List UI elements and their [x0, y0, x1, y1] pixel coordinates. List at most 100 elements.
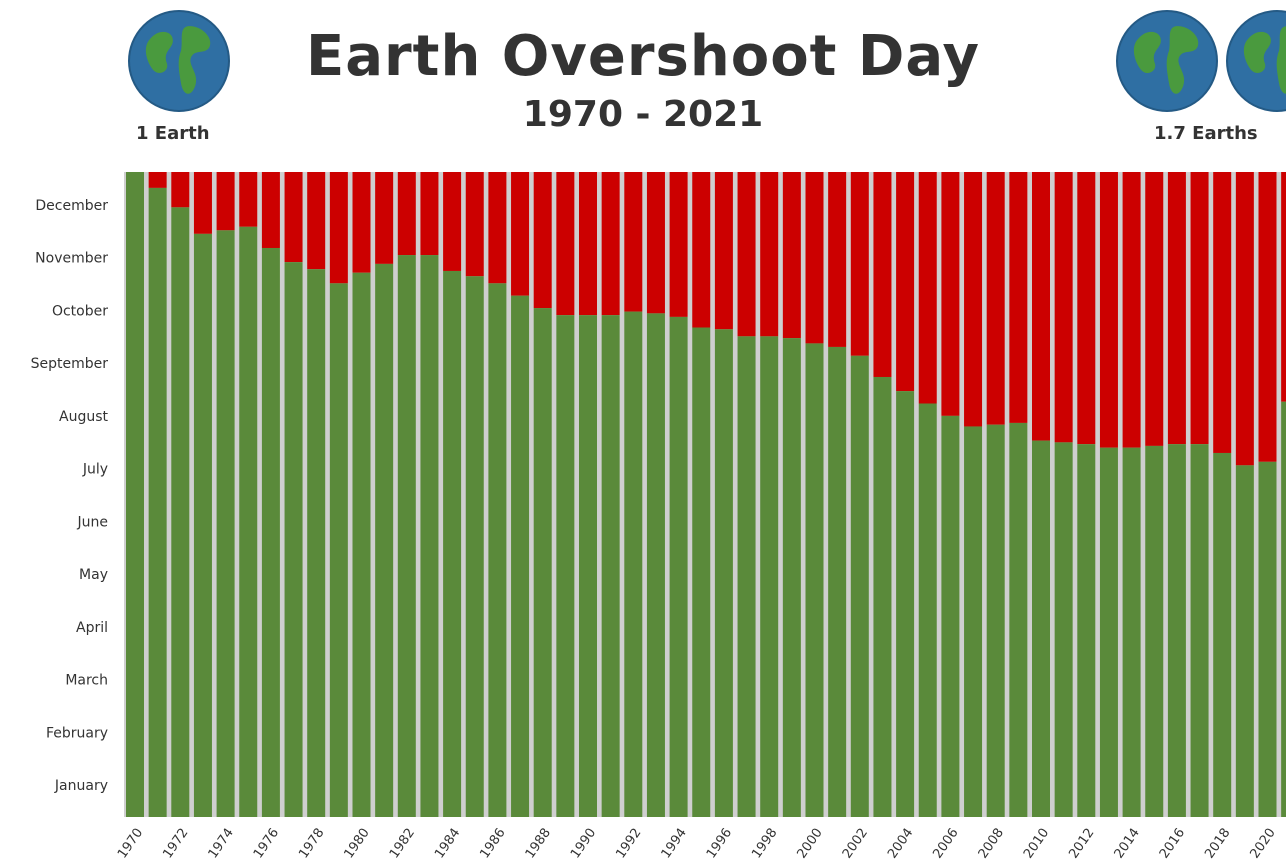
- x-tick-label-2012: 2012: [1066, 826, 1097, 862]
- bar-1987: [511, 295, 530, 818]
- y-tick-label-february: February: [46, 725, 108, 741]
- bar-deficit-1993: [646, 172, 665, 314]
- one-earth-label: 1 Earth: [136, 123, 210, 144]
- y-tick-label-december: December: [35, 198, 108, 214]
- bar-1989: [556, 315, 575, 817]
- bar-1982: [397, 255, 416, 817]
- bar-deficit-2017: [1190, 172, 1209, 445]
- x-tick-label-1994: 1994: [659, 826, 690, 862]
- bar-deficit-2014: [1122, 172, 1141, 448]
- x-tick-label-1970: 1970: [115, 826, 146, 862]
- bar-2000: [805, 343, 824, 817]
- bar-deficit-1982: [397, 172, 416, 256]
- bar-2018: [1213, 452, 1232, 817]
- bar-1991: [601, 315, 620, 817]
- y-tick-label-march: March: [65, 673, 108, 689]
- bar-deficit-1990: [579, 172, 597, 316]
- x-tick-label-1982: 1982: [387, 826, 418, 862]
- bar-2010: [1032, 440, 1050, 817]
- y-tick-label-january: January: [54, 778, 108, 794]
- bar-deficit-2019: [1235, 172, 1254, 466]
- bar-1992: [624, 311, 643, 817]
- bar-deficit-1996: [714, 172, 733, 330]
- bar-1985: [465, 276, 484, 818]
- x-tick-label-1996: 1996: [704, 826, 735, 862]
- bar-2020: [1258, 461, 1277, 817]
- bar-deficit-1999: [782, 172, 801, 339]
- x-tick-label-2014: 2014: [1112, 826, 1143, 862]
- chart-title: Earth Overshoot Day: [306, 24, 980, 89]
- bar-deficit-2007: [964, 172, 983, 427]
- bar-deficit-2012: [1077, 172, 1096, 445]
- x-tick-label-2010: 2010: [1021, 826, 1052, 862]
- bar-1971: [148, 187, 167, 817]
- bar-1990: [579, 315, 597, 817]
- bar-2008: [986, 424, 1005, 817]
- bar-deficit-1978: [307, 172, 326, 270]
- bar-deficit-2004: [896, 172, 915, 392]
- bar-1999: [782, 338, 801, 817]
- x-tick-label-2006: 2006: [930, 826, 961, 862]
- x-tick-label-2002: 2002: [840, 826, 871, 862]
- y-tick-label-october: October: [52, 303, 108, 319]
- bar-1986: [488, 283, 507, 818]
- bar-2014: [1122, 447, 1141, 817]
- x-tick-label-2004: 2004: [885, 826, 916, 862]
- bar-deficit-1991: [601, 172, 620, 316]
- bar-deficit-2002: [850, 172, 869, 356]
- bar-1994: [669, 316, 688, 817]
- bar-1972: [171, 207, 190, 817]
- one-point-seven-earths-label: 1.7 Earths: [1154, 123, 1258, 144]
- x-tick-label-1990: 1990: [568, 826, 599, 862]
- earth-globe-icon: [1116, 10, 1218, 112]
- bar-deficit-1981: [375, 172, 394, 264]
- bar-deficit-2020: [1258, 172, 1277, 462]
- bar-deficit-1995: [692, 172, 711, 328]
- bar-deficit-1975: [239, 172, 258, 227]
- x-tick-label-2020: 2020: [1248, 826, 1279, 862]
- x-tick-label-1980: 1980: [342, 826, 373, 862]
- bar-1996: [714, 329, 733, 817]
- bar-deficit-2016: [1167, 172, 1186, 445]
- bar-deficit-2013: [1099, 172, 1118, 448]
- y-tick-label-june: June: [77, 514, 109, 530]
- bar-2007: [964, 426, 983, 817]
- bar-deficit-1994: [669, 172, 688, 317]
- bar-1981: [375, 263, 394, 818]
- bar-2003: [873, 376, 892, 817]
- x-tick-label-1976: 1976: [251, 826, 282, 862]
- bar-2013: [1099, 447, 1118, 817]
- bar-2012: [1077, 444, 1096, 817]
- bar-1979: [329, 283, 348, 818]
- bar-2021: [1281, 401, 1286, 817]
- bar-2015: [1145, 445, 1164, 817]
- bar-deficit-1988: [533, 172, 552, 309]
- bar-deficit-2015: [1145, 172, 1164, 446]
- bar-2002: [850, 355, 869, 817]
- bar-deficit-2000: [805, 172, 824, 344]
- bar-deficit-1997: [737, 172, 756, 337]
- bar-2019: [1235, 465, 1254, 817]
- y-tick-label-august: August: [59, 409, 109, 425]
- x-tick-label-1974: 1974: [206, 826, 237, 862]
- x-tick-label-2016: 2016: [1157, 826, 1188, 862]
- bar-deficit-1983: [420, 172, 439, 256]
- bar-deficit-2003: [873, 172, 892, 377]
- bar-1984: [443, 270, 462, 818]
- x-tick-label-2008: 2008: [976, 826, 1007, 862]
- bar-deficit-1973: [193, 172, 212, 234]
- bar-1973: [193, 233, 212, 818]
- bar-deficit-1976: [261, 172, 280, 248]
- bar-deficit-1998: [760, 172, 779, 337]
- bar-deficit-2010: [1032, 172, 1050, 441]
- x-tick-label-1978: 1978: [296, 826, 327, 862]
- bar-deficit-2008: [986, 172, 1005, 425]
- bar-deficit-2006: [941, 172, 960, 416]
- y-tick-label-september: September: [31, 356, 109, 372]
- bar-1997: [737, 336, 756, 817]
- bar-1995: [692, 327, 711, 817]
- bar-1977: [284, 262, 303, 817]
- bar-1974: [216, 230, 235, 817]
- x-tick-label-1998: 1998: [749, 826, 780, 862]
